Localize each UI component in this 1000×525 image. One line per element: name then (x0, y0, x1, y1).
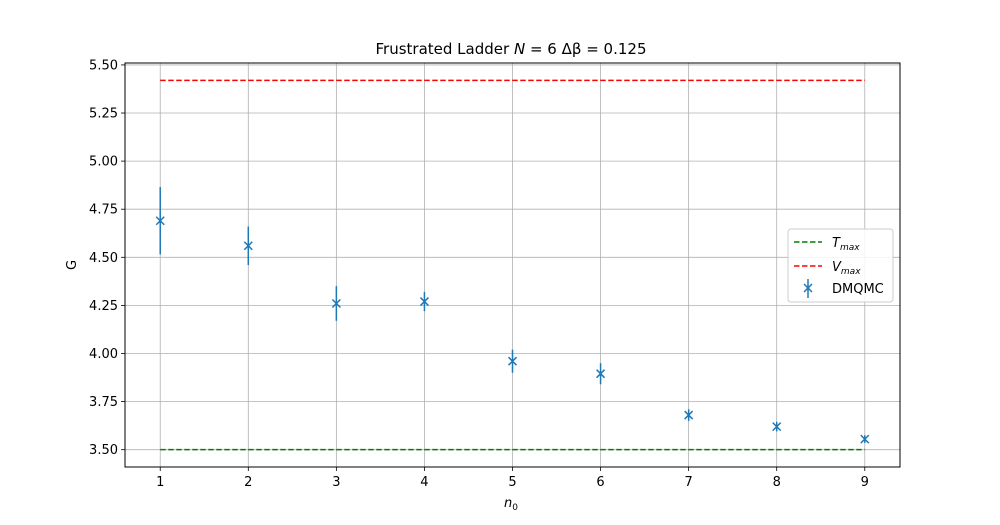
x-tick-label: 8 (773, 475, 781, 490)
data-point (419, 297, 429, 307)
y-tick-label: 4.00 (89, 347, 118, 362)
y-tick-label: 5.00 (89, 155, 118, 170)
data-point (155, 216, 165, 226)
x-tick-label: 9 (861, 475, 869, 490)
y-tick-label: 5.50 (89, 58, 118, 73)
y-tick-label: 3.75 (89, 395, 118, 410)
legend-box (787, 228, 894, 303)
y-tick-label: 4.25 (89, 299, 118, 314)
y-axis-label: G (65, 260, 80, 270)
grid (125, 63, 900, 467)
x-tick-label: 4 (420, 475, 428, 490)
x-tick-label: 1 (156, 475, 164, 490)
x-tick-label: 2 (244, 475, 252, 490)
legend-dmqmc-label: DMQMC (832, 282, 884, 297)
data-point (331, 298, 341, 309)
x-axis-label: n0 (504, 496, 518, 513)
legend: Tmax Vmax DMQMC (787, 228, 894, 303)
x-tick-label: 7 (684, 475, 692, 490)
data-point (507, 356, 518, 366)
data-point (860, 434, 870, 444)
data-point (772, 422, 782, 432)
x-tick-label: 5 (508, 475, 516, 490)
y-tick-label: 4.50 (89, 251, 118, 266)
x-tick-label: 6 (596, 475, 604, 490)
chart-title: Frustrated Ladder N = 6 Δβ = 0.125 (376, 40, 647, 58)
data-point (596, 369, 606, 379)
legend-tmax-label: Tmax (832, 236, 860, 253)
axis-ticks: 1 2 3 4 5 6 7 8 9 3.50 3.75 4.00 4.25 4.50 4.75 5.00 5.2… (89, 58, 869, 490)
legend-dmqmc-swatch (803, 279, 813, 298)
y-tick-label: 4.75 (89, 203, 118, 218)
legend-vmax-label: Vmax (832, 260, 861, 277)
y-tick-label: 5.25 (89, 107, 118, 122)
y-tick-label: 3.50 (89, 443, 118, 458)
data-point (243, 241, 253, 251)
data-point (684, 410, 694, 420)
x-tick-label: 3 (332, 475, 340, 490)
plot-series (155, 79, 870, 451)
